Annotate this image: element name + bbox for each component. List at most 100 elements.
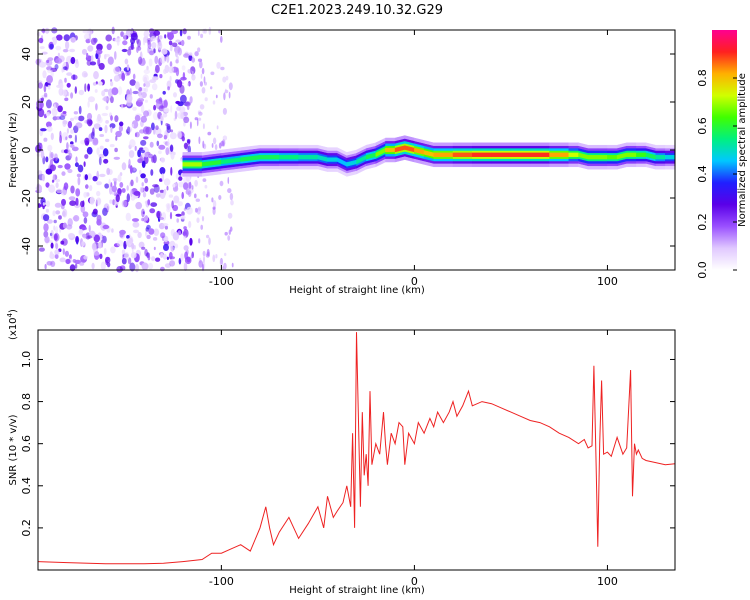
ridge-segment [587, 155, 599, 160]
noise-speckle [74, 59, 80, 69]
noise-speckle [163, 178, 171, 186]
noise-speckle [175, 39, 181, 43]
noise-speckle [87, 45, 94, 52]
noise-speckle [174, 243, 179, 249]
noise-speckle [96, 197, 102, 206]
noise-speckle [40, 128, 47, 132]
noise-speckle [80, 200, 85, 208]
noise-speckle [139, 186, 144, 193]
noise-speckle [161, 173, 165, 182]
noise-speckle [148, 28, 155, 34]
noise-speckle [99, 145, 104, 150]
noise-speckle [63, 49, 68, 53]
snr-y-tick-label: 1.0 [20, 351, 33, 369]
noise-speckle [169, 260, 176, 267]
noise-speckle [55, 182, 59, 189]
noise-speckle [186, 104, 190, 111]
spectrogram-y-tick-label: 0 [20, 147, 33, 154]
noise-speckle [161, 223, 169, 227]
noise-speckle [212, 254, 216, 263]
noise-speckle [102, 224, 110, 230]
noise-speckle [155, 257, 161, 262]
noise-speckle [70, 129, 74, 134]
noise-speckle [115, 135, 118, 141]
noise-speckle [103, 95, 110, 102]
noise-speckle [215, 94, 218, 99]
noise-speckle [152, 237, 158, 241]
noise-speckle [59, 83, 64, 89]
noise-speckle [89, 196, 95, 205]
noise-speckle [200, 33, 204, 39]
noise-speckle [160, 56, 166, 64]
noise-speckle [177, 130, 182, 139]
noise-speckle [170, 105, 173, 113]
noise-speckle [128, 45, 135, 51]
noise-speckle [194, 193, 197, 199]
noise-speckle [177, 47, 182, 56]
noise-speckle [104, 53, 110, 57]
noise-speckle [164, 34, 167, 39]
noise-speckle [183, 142, 188, 149]
noise-speckle [146, 224, 151, 230]
noise-speckle [214, 144, 218, 151]
noise-speckle [181, 39, 185, 47]
snr-series-line [37, 332, 676, 565]
noise-speckle [181, 211, 185, 217]
noise-speckle [67, 120, 73, 129]
noise-speckle [70, 56, 76, 65]
spectrogram-frame [37, 29, 676, 271]
noise-speckle [83, 161, 86, 168]
noise-speckle [195, 207, 198, 213]
noise-speckle [145, 230, 148, 237]
noise-speckle [69, 200, 77, 206]
noise-speckle [183, 245, 189, 251]
noise-speckle [70, 141, 74, 145]
noise-speckle [65, 136, 68, 141]
noise-speckle [43, 92, 48, 98]
noise-speckle [141, 262, 149, 271]
noise-speckle [42, 28, 46, 34]
noise-speckle [149, 94, 153, 99]
noise-speckle [187, 82, 190, 87]
noise-speckle [108, 178, 111, 188]
noise-speckle [169, 75, 172, 82]
noise-speckle [173, 195, 180, 204]
noise-speckle [180, 215, 186, 220]
noise-speckle [166, 80, 172, 89]
noise-speckle [204, 184, 208, 189]
noise-speckle [75, 235, 80, 244]
noise-speckle [140, 115, 147, 123]
noise-speckle [58, 215, 62, 220]
noise-speckle [194, 179, 198, 187]
colorbar-tick-label: 0.2 [696, 213, 709, 231]
noise-speckle [187, 182, 192, 189]
noise-speckle [115, 130, 122, 138]
noise-speckle [44, 27, 50, 34]
noise-speckle [163, 188, 167, 196]
spectrogram-y-axis-label: Frequency (Hz) [8, 112, 19, 188]
spectrogram-y-tick-label: -20 [20, 189, 33, 207]
noise-speckle [224, 231, 228, 236]
noise-speckle [160, 114, 163, 121]
noise-speckle [54, 202, 62, 208]
noise-speckle [42, 70, 47, 79]
noise-speckle [55, 210, 61, 215]
noise-speckle [95, 103, 98, 111]
noise-speckle [189, 121, 192, 129]
noise-speckle [70, 144, 75, 148]
noise-speckle [166, 206, 171, 213]
noise-speckle [97, 81, 103, 86]
noise-speckle [151, 156, 155, 163]
noise-speckle [148, 228, 155, 235]
noise-speckle [178, 257, 182, 265]
noise-speckle [74, 86, 78, 94]
noise-speckle [142, 191, 147, 198]
noise-speckle [67, 168, 73, 174]
noise-speckle [191, 74, 196, 81]
noise-speckle [180, 253, 184, 261]
noise-speckle [189, 237, 193, 246]
noise-speckle [103, 158, 109, 164]
noise-speckle [203, 255, 205, 263]
noise-speckle [168, 40, 173, 46]
noise-speckle [54, 254, 59, 259]
